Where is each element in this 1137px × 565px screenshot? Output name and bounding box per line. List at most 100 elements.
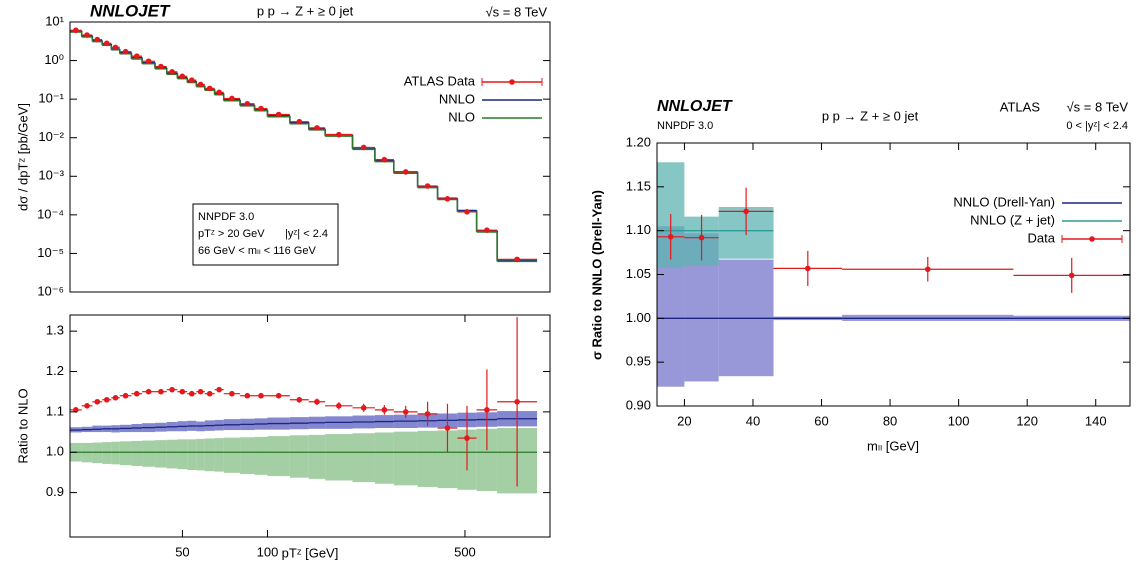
band <box>131 440 143 466</box>
frame <box>69 314 551 538</box>
data-point <box>169 69 175 75</box>
data-point <box>229 95 235 102</box>
legend-label: NLO <box>448 109 475 124</box>
band <box>325 434 353 481</box>
subtitle: p p → Z + ≥ 0 jet <box>257 3 354 18</box>
title: NNLOJET <box>90 1 171 20</box>
energy: √s = 8 TeV <box>1067 99 1129 114</box>
x-tick-label: 50 <box>175 544 189 559</box>
data-point <box>484 227 490 234</box>
band <box>393 431 418 486</box>
data-point <box>112 394 119 401</box>
band <box>204 438 215 472</box>
data-point <box>188 390 195 397</box>
y-axis-label: σ Ratio to NNLO (Drell-Yan) <box>589 190 604 360</box>
legend-label: NNLO (Drell-Yan) <box>953 194 1055 209</box>
data-point <box>197 388 204 395</box>
band <box>155 440 167 468</box>
info-text: pTᶻ > 20 GeV <box>198 228 265 240</box>
data-point <box>424 411 431 417</box>
data-point <box>73 407 79 413</box>
plot-area <box>70 317 538 494</box>
x-tick-label: 100 <box>948 413 970 428</box>
data-point <box>314 398 320 405</box>
experiment: ATLAS <box>1000 99 1041 114</box>
data-point <box>188 77 195 83</box>
data-point <box>924 266 931 273</box>
band <box>417 430 438 487</box>
info-text: NNPDF 3.0 <box>198 211 254 223</box>
data-point <box>94 398 101 405</box>
data-point <box>360 405 367 411</box>
data-point <box>381 156 388 163</box>
data-point <box>216 89 222 96</box>
y-tick-label: 1.20 <box>626 134 651 149</box>
band <box>476 428 498 491</box>
data-point <box>743 208 749 215</box>
band <box>254 436 268 475</box>
data-point <box>336 403 342 409</box>
x-tick-label: 100 <box>257 544 279 559</box>
data-point <box>424 183 431 189</box>
band <box>267 436 290 477</box>
data-point <box>133 53 140 59</box>
x-tick-label: 120 <box>1016 413 1038 428</box>
band <box>289 435 309 478</box>
data-point <box>381 407 388 413</box>
data-point <box>103 40 110 47</box>
y-axis-label: Ratio to NLO <box>15 388 30 463</box>
data-point <box>484 407 490 413</box>
data-point <box>275 111 282 118</box>
cuts: 0 < |yᶻ| < 2.4 <box>1066 120 1128 132</box>
x-axis-label: mₗₗ [GeV] <box>867 438 919 453</box>
y-tick-label: 1.00 <box>626 310 651 325</box>
data-point <box>84 403 90 409</box>
frame <box>69 21 551 293</box>
plot-area <box>70 27 538 263</box>
y-tick-label: 10⁻¹ <box>38 91 64 106</box>
band <box>142 440 156 467</box>
title: NNLOJET <box>657 98 733 115</box>
y-tick-label: 10⁻⁶ <box>37 283 64 298</box>
data-point <box>360 144 367 151</box>
x-tick-label: 80 <box>883 413 897 428</box>
data-point <box>244 100 251 107</box>
data-point <box>179 73 186 80</box>
y-tick-label: 1.05 <box>626 266 651 281</box>
plot-area <box>657 162 1130 387</box>
data-point <box>296 118 303 125</box>
data-point <box>158 388 164 395</box>
band <box>437 430 458 489</box>
band <box>119 441 132 466</box>
data-point <box>258 392 264 399</box>
data-point <box>444 425 451 431</box>
data-point <box>514 398 520 405</box>
data-point <box>698 234 705 241</box>
y-tick-label: 10¹ <box>45 13 64 28</box>
data-point <box>94 36 101 43</box>
x-tick-label: 140 <box>1085 413 1107 428</box>
info-box <box>192 203 339 266</box>
data-point <box>206 390 213 397</box>
data-point <box>197 81 204 88</box>
legend-swatch <box>509 79 515 85</box>
y-tick-label: 1.1 <box>46 403 64 418</box>
x-tick-label: 500 <box>454 544 476 559</box>
pdf: NNPDF 3.0 <box>657 120 713 132</box>
y-tick-label: 1.3 <box>46 323 64 338</box>
y-tick-label: 0.90 <box>626 397 651 412</box>
band <box>196 438 205 471</box>
info-text: |yᶻ| < 2.4 <box>285 228 328 240</box>
data-point <box>122 48 129 55</box>
data-point <box>244 392 251 399</box>
data-point <box>145 58 152 65</box>
data-point <box>514 256 520 263</box>
band <box>166 439 178 469</box>
y-tick-label: 0.95 <box>626 354 651 369</box>
subtitle: p p → Z + ≥ 0 jet <box>822 108 919 123</box>
band <box>102 442 112 464</box>
data-point <box>103 396 110 403</box>
data-point <box>314 125 320 131</box>
data-point <box>444 196 451 202</box>
data-point <box>464 209 470 215</box>
